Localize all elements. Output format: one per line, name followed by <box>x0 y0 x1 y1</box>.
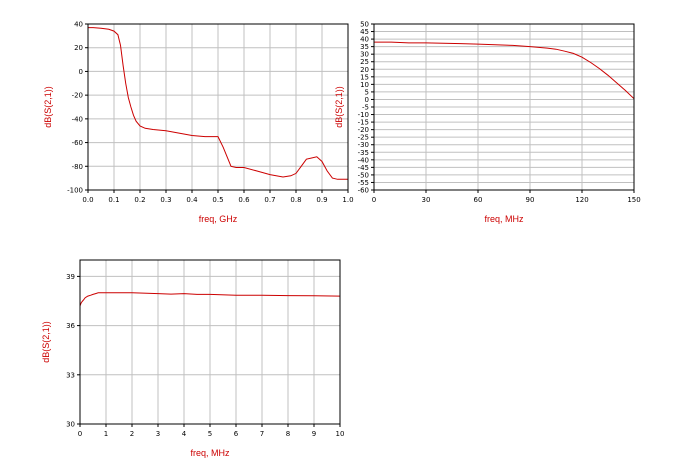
x-tick-label: 0.4 <box>186 196 198 204</box>
x-tick-label: 3 <box>156 430 160 438</box>
x-tick-label: 0.0 <box>82 196 93 204</box>
x-tick-label: 0 <box>372 196 376 204</box>
x-tick-label: 0.7 <box>264 196 275 204</box>
y-tick-label: 40 <box>360 36 369 44</box>
x-tick-label: 0.9 <box>316 196 327 204</box>
y-tick-label: -15 <box>358 119 369 127</box>
series-line <box>88 27 348 180</box>
y-tick-label: 15 <box>360 73 369 81</box>
y-tick-label: 39 <box>66 273 75 281</box>
y-axis-label: dB(S(2,1)) <box>43 86 53 128</box>
y-tick-label: -35 <box>358 149 369 157</box>
x-tick-label: 4 <box>182 430 187 438</box>
x-axis-label: freq, MHz <box>190 448 230 458</box>
chart-bottom-left: 0 1 2 3 4 5 6 7 8 9 10 30 33 36 39 freq, MHz dB(S(2,1… <box>41 259 345 458</box>
y-tick-label: -10 <box>358 111 369 119</box>
x-tick-label: 0.5 <box>212 196 223 204</box>
x-tick-label: 0.3 <box>160 196 171 204</box>
y-tick-label: -20 <box>358 126 369 134</box>
x-tick-label: 30 <box>422 196 431 204</box>
y-tick-label: -60 <box>358 187 369 195</box>
x-tick-label: 5 <box>208 430 212 438</box>
x-tick-label: 2 <box>130 430 134 438</box>
series-line <box>79 292 341 307</box>
y-tick-label: 40 <box>74 21 83 29</box>
y-tick-label: 0 <box>365 96 369 104</box>
y-tick-label: -20 <box>72 92 83 100</box>
x-tick-label: 0.6 <box>238 196 250 204</box>
x-tick-label: 90 <box>526 196 535 204</box>
y-tick-label: -55 <box>358 179 369 187</box>
y-tick-label: 0 <box>79 68 83 76</box>
x-tick-label: 0.8 <box>290 196 301 204</box>
y-tick-label: 50 <box>360 21 369 29</box>
x-tick-label: 120 <box>575 196 588 204</box>
y-tick-label: -100 <box>67 187 83 195</box>
x-tick-label: 0.2 <box>134 196 145 204</box>
series-line <box>374 41 635 100</box>
x-tick-label: 1.0 <box>342 196 353 204</box>
x-axis-label: freq, GHz <box>199 214 238 224</box>
y-tick-label: -40 <box>358 156 369 164</box>
x-axis-label: freq, MHz <box>484 214 524 224</box>
y-tick-label: 30 <box>360 51 369 59</box>
y-tick-label: 20 <box>360 66 369 74</box>
y-tick-label: -45 <box>358 164 369 172</box>
y-tick-label: -40 <box>72 115 83 123</box>
y-tick-label: 10 <box>360 81 369 89</box>
y-tick-label: 35 <box>360 43 369 51</box>
y-tick-label: 20 <box>74 44 83 52</box>
y-tick-label: -25 <box>358 134 369 142</box>
x-tick-label: 1 <box>104 430 108 438</box>
x-tick-label: 150 <box>627 196 640 204</box>
x-tick-label: 6 <box>234 430 239 438</box>
y-tick-label: 33 <box>66 371 75 379</box>
y-tick-label: -60 <box>72 139 83 147</box>
y-tick-label: -50 <box>358 171 369 179</box>
x-tick-label: 60 <box>474 196 483 204</box>
y-tick-label: 5 <box>365 88 369 96</box>
y-tick-label: 36 <box>66 322 75 330</box>
chart-top-left: 0.0 0.1 0.2 0.3 0.4 0.5 0.6 0.7 0.8 0.9 1.0 -100 -8… <box>43 21 354 225</box>
y-axis-label: dB(S(2,1)) <box>334 86 344 128</box>
x-tick-label: 9 <box>312 430 316 438</box>
x-tick-label: 0 <box>78 430 82 438</box>
y-tick-label: 30 <box>66 421 75 429</box>
y-tick-label: -30 <box>358 141 369 149</box>
x-tick-label: 7 <box>260 430 264 438</box>
y-axis-label: dB(S(2,1)) <box>41 321 51 363</box>
x-tick-label: 0.1 <box>108 196 119 204</box>
y-tick-label: 25 <box>360 58 369 66</box>
x-tick-label: 8 <box>286 430 290 438</box>
y-tick-label: 45 <box>360 28 369 36</box>
chart-top-right: 0 30 60 90 120 150 -60-55-50-45-40-35-30-25-2… <box>334 21 641 225</box>
y-tick-label: -80 <box>72 163 83 171</box>
y-tick-label: -5 <box>362 104 369 112</box>
x-tick-label: 10 <box>336 430 345 438</box>
